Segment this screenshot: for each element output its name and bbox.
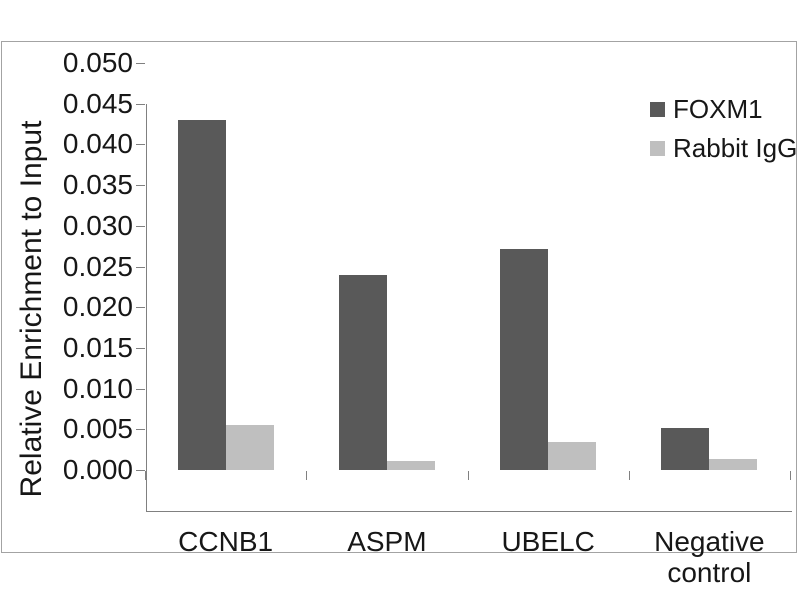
y-axis-tick <box>136 63 145 64</box>
bar-rabbit-igg-ubelc <box>548 442 597 470</box>
y-axis-tick-label: 0.045 <box>62 87 133 119</box>
y-axis-tick-label: 0.040 <box>62 128 133 160</box>
bar-rabbit-igg-ccnb1 <box>225 425 274 470</box>
y-axis-tick <box>136 307 145 309</box>
x-axis-tick <box>145 471 146 480</box>
y-axis-tick-label: 0.050 <box>62 47 133 78</box>
y-axis-tick-label: 0.000 <box>62 454 133 485</box>
y-axis-tick <box>136 388 145 390</box>
x-axis-category-label: CCNB1 <box>178 526 274 557</box>
x-axis-category-label: ASPM <box>347 526 427 557</box>
y-axis-tick <box>136 225 145 227</box>
y-axis-tick-label: 0.025 <box>62 250 133 282</box>
y-axis-tick <box>136 185 145 187</box>
y-axis-tick-label: 0.015 <box>62 331 133 363</box>
legend-item-foxm1: FOXM1 <box>650 93 797 124</box>
x-axis-tick <box>790 471 791 480</box>
legend: FOXM1 Rabbit IgG <box>650 93 798 174</box>
y-axis-tick-label: 0.030 <box>62 209 133 241</box>
x-axis-tick <box>628 471 630 480</box>
x-axis-category-label: Negative control <box>654 526 765 588</box>
legend-swatch-rabbit-igg <box>650 140 665 156</box>
x-axis-category-label: UBELC <box>501 526 595 557</box>
chart-frame: Relative Enrichment to Input 0.050 0.045 0… <box>1 41 798 588</box>
bar-foxm1-ubelc <box>500 249 549 470</box>
y-axis-tick-label: 0.010 <box>62 372 133 404</box>
y-axis-tick-label: 0.005 <box>62 413 133 445</box>
x-axis-tick <box>467 471 469 480</box>
bar-foxm1-negative-control <box>661 428 710 470</box>
y-axis-tick <box>136 266 145 268</box>
legend-label-rabbit-igg: Rabbit IgG <box>673 132 798 163</box>
y-axis-tick <box>136 103 145 105</box>
y-axis-tick <box>136 429 145 431</box>
legend-label-foxm1: FOXM1 <box>673 93 763 124</box>
y-axis-tick-label: 0.020 <box>62 291 133 323</box>
y-axis-tick-label: 0.035 <box>62 169 133 201</box>
legend-swatch-foxm1 <box>650 101 665 117</box>
bar-rabbit-igg-aspm <box>386 461 435 470</box>
y-axis-tick <box>136 347 145 349</box>
bar-foxm1-ccnb1 <box>177 120 226 470</box>
x-axis-tick <box>306 471 308 480</box>
bar-rabbit-igg-negative-control <box>709 459 758 470</box>
y-axis-tick <box>136 144 145 146</box>
bar-foxm1-aspm <box>338 275 387 470</box>
legend-item-rabbit-igg: Rabbit IgG <box>650 132 798 163</box>
y-axis-tick <box>136 470 145 471</box>
axis-lines <box>146 104 792 512</box>
